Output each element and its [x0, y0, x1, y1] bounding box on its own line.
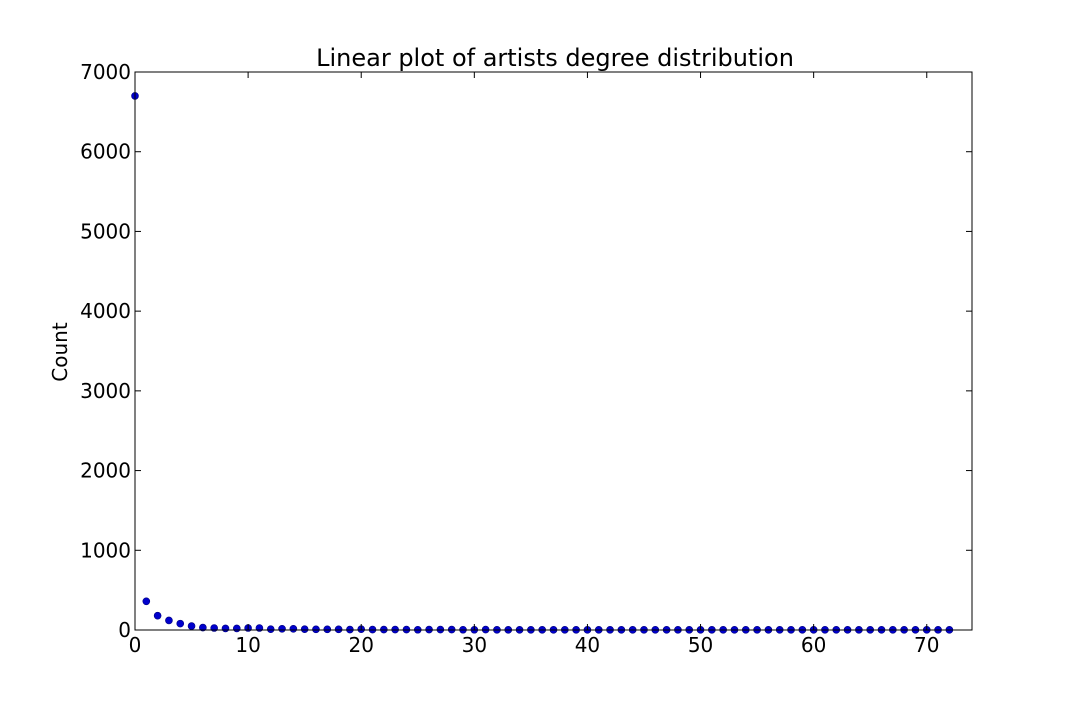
- data-point: [199, 623, 207, 632]
- data-point: [232, 624, 241, 633]
- y-tick-label: 6000: [80, 140, 131, 164]
- data-point: [176, 619, 185, 628]
- y-tick-label: 3000: [80, 379, 131, 403]
- y-tick-label: 4000: [80, 299, 131, 323]
- data-point: [278, 625, 286, 633]
- data-point: [142, 597, 151, 606]
- x-tick-label: 60: [801, 633, 826, 657]
- y-tick-label: 5000: [80, 219, 131, 243]
- plot-frame: [134, 71, 973, 631]
- x-tick-label: 0: [129, 633, 142, 657]
- data-points: [131, 92, 954, 634]
- x-tick-label: 30: [462, 633, 487, 657]
- x-tick-label: 40: [575, 633, 600, 657]
- data-point: [165, 616, 173, 625]
- x-tick-label: 20: [348, 633, 373, 657]
- y-tick-label: 1000: [80, 538, 131, 562]
- data-point: [221, 624, 230, 633]
- y-tick-label: 2000: [80, 459, 131, 483]
- data-point: [334, 625, 343, 634]
- data-point: [187, 622, 196, 630]
- chart-title: Linear plot of artists degree distributi…: [316, 44, 794, 72]
- data-point: [312, 625, 320, 634]
- x-tick-label: 10: [235, 633, 260, 657]
- data-point: [300, 625, 309, 634]
- y-tick-label: 0: [118, 618, 131, 642]
- y-axis-label: Count: [48, 322, 72, 382]
- axis-ticks: 0 10 20 30 40 50 60 70 0 1000 2000 3000 4000 5000 6000…: [80, 60, 972, 657]
- data-point: [266, 625, 275, 634]
- y-tick-label: 7000: [80, 60, 131, 84]
- data-point: [323, 625, 332, 634]
- x-tick-label: 50: [688, 633, 713, 657]
- data-point: [153, 611, 162, 620]
- x-tick-label: 70: [914, 633, 939, 657]
- data-point: [289, 625, 298, 633]
